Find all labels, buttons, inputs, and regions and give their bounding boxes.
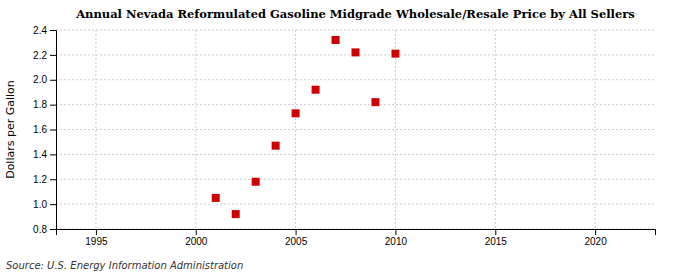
y-axis-tick-mark — [50, 55, 56, 56]
y-axis-tick: 1.0 — [33, 199, 56, 210]
y-axis: 0.8 1.0 1.2 1.4 1.6 1.8 2.0 2.2 2.4 — [33, 25, 56, 235]
x-axis-line — [57, 230, 656, 236]
grid — [56, 30, 655, 229]
x-axis-tick-label: 1995 — [85, 236, 108, 247]
grid-line — [595, 30, 596, 229]
point — [371, 98, 379, 106]
grid-line — [56, 79, 655, 80]
y-axis-tick: 0.8 — [33, 224, 56, 235]
y-axis-tick-label: 1.8 — [33, 99, 47, 110]
y-axis-tick: 1.2 — [33, 174, 56, 185]
y-axis-tick: 1.8 — [33, 99, 56, 110]
grid-line — [56, 129, 655, 130]
x-axis-tick-mark — [196, 229, 197, 235]
y-axis-tick: 1.6 — [33, 124, 56, 135]
y-axis-tick-label: 2.2 — [33, 50, 47, 61]
source-note: Source: U.S. Energy Information Administ… — [6, 260, 243, 271]
y-axis-tick-label: 2.4 — [33, 25, 47, 36]
point — [252, 178, 260, 186]
x-axis-tick-label: 2005 — [285, 236, 308, 247]
y-axis-tick: 2.0 — [33, 74, 56, 85]
y-axis-tick-label: 1.0 — [33, 199, 47, 210]
y-axis-line — [50, 31, 57, 230]
x-axis: 1995 2000 2005 2010 2015 2020 — [57, 229, 656, 247]
x-axis-tick: 2000 — [185, 229, 208, 247]
grid-line — [56, 104, 655, 105]
grid-line — [95, 30, 96, 229]
grid-line — [56, 204, 655, 205]
plot: 1995 2000 2005 2010 2015 2020 0.8 1.0 1.2 1.4 1.6 1… — [33, 25, 655, 247]
point — [212, 194, 220, 202]
x-axis-tick-label: 2010 — [385, 236, 408, 247]
x-axis-tick-label: 2015 — [485, 236, 508, 247]
x-axis-tick: 1995 — [85, 229, 108, 247]
y-axis-tick-label: 0.8 — [33, 224, 47, 235]
y-axis-tick-label: 1.4 — [33, 149, 47, 160]
y-axis-tick-label: 1.2 — [33, 174, 47, 185]
y-axis-tick-mark — [50, 130, 56, 131]
title: Annual Nevada Reformulated Gasoline Midg… — [75, 7, 635, 21]
grid-line — [56, 179, 655, 180]
y-axis-tick-mark — [50, 204, 56, 205]
grid-line — [395, 30, 396, 229]
x-axis-tick-label: 2020 — [584, 236, 607, 247]
y-axis-tick-mark — [50, 105, 56, 106]
x-axis-tick-mark — [495, 229, 496, 235]
point — [312, 86, 320, 94]
x-axis-tick-mark — [395, 229, 396, 235]
y-axis-tick-mark — [50, 80, 56, 81]
chart: 1995 2000 2005 2010 2015 2020 0.8 1.0 1.2 1.4 1.6 1… — [0, 0, 675, 275]
point — [332, 36, 340, 44]
points — [212, 36, 400, 218]
point — [292, 109, 300, 117]
y-axis-tick: 1.4 — [33, 149, 56, 160]
grid-line — [195, 30, 196, 229]
y-axis-tick-label: 2.0 — [33, 74, 47, 85]
y-axis-tick: 2.4 — [33, 25, 56, 36]
x-axis-tick-mark — [296, 229, 297, 235]
x-axis-tick-mark — [96, 229, 97, 235]
y-axis-tick-mark — [50, 154, 56, 155]
grid-line — [295, 30, 296, 229]
y-axis-tick-mark — [50, 179, 56, 180]
point — [391, 50, 399, 58]
y-axis-tick-label: 1.6 — [33, 124, 47, 135]
y-axis-title: Dollars per Gallon — [4, 80, 17, 179]
grid-line — [56, 30, 655, 31]
x-axis-tick: 2015 — [485, 229, 508, 247]
x-axis-tick: 2005 — [285, 229, 308, 247]
x-axis-tick-mark — [595, 229, 596, 235]
grid-line — [495, 30, 496, 229]
grid-line — [56, 154, 655, 155]
x-axis-tick: 2010 — [385, 229, 408, 247]
point — [352, 48, 360, 56]
y-axis-tick: 2.2 — [33, 50, 56, 61]
point — [272, 142, 280, 150]
x-axis-tick: 2020 — [584, 229, 607, 247]
y-axis-tick-mark — [50, 30, 56, 31]
x-axis-tick-label: 2000 — [185, 236, 208, 247]
y-axis-tick-mark — [50, 229, 56, 230]
point — [232, 210, 240, 218]
